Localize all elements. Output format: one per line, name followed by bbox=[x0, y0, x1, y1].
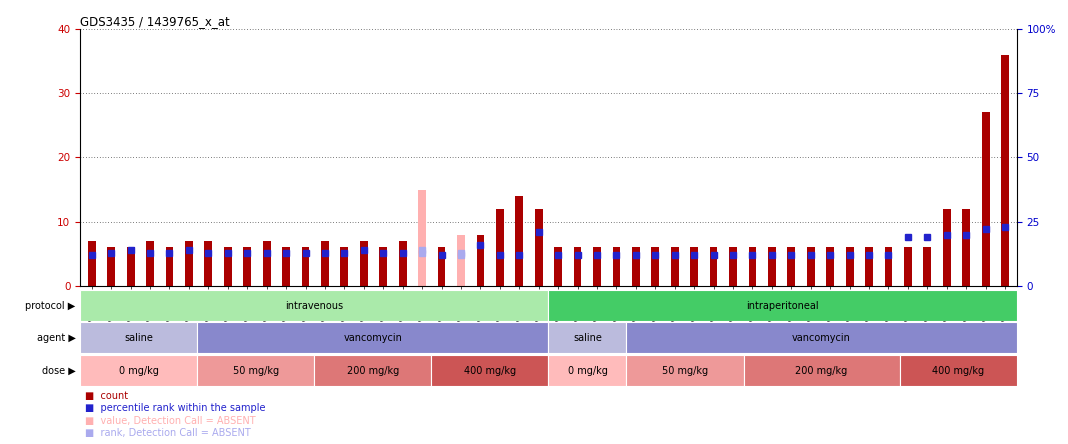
Bar bbox=[80, 322, 198, 353]
Bar bbox=[301, 247, 310, 286]
Text: 50 mg/kg: 50 mg/kg bbox=[233, 366, 279, 376]
Bar bbox=[627, 355, 743, 386]
Bar bbox=[438, 247, 445, 286]
Bar bbox=[457, 234, 465, 286]
Bar bbox=[549, 322, 627, 353]
Bar bbox=[419, 209, 426, 286]
Bar bbox=[516, 196, 523, 286]
Bar bbox=[632, 247, 640, 286]
Bar bbox=[690, 247, 698, 286]
Bar bbox=[749, 247, 756, 286]
Text: saline: saline bbox=[124, 333, 153, 343]
Text: ■  rank, Detection Call = ABSENT: ■ rank, Detection Call = ABSENT bbox=[85, 428, 251, 438]
Bar bbox=[224, 247, 232, 286]
Bar bbox=[198, 355, 314, 386]
Bar bbox=[476, 234, 484, 286]
Text: ■  value, Detection Call = ABSENT: ■ value, Detection Call = ABSENT bbox=[85, 416, 256, 426]
Text: agent ▶: agent ▶ bbox=[36, 333, 76, 343]
Text: vancomycin: vancomycin bbox=[792, 333, 851, 343]
Bar bbox=[341, 247, 348, 286]
Text: vancomycin: vancomycin bbox=[343, 333, 403, 343]
Text: 400 mg/kg: 400 mg/kg bbox=[932, 366, 985, 376]
Bar bbox=[651, 247, 659, 286]
Bar bbox=[263, 241, 270, 286]
Bar bbox=[80, 355, 198, 386]
Bar bbox=[431, 355, 549, 386]
Bar bbox=[321, 241, 329, 286]
Text: ■  count: ■ count bbox=[85, 391, 128, 401]
Bar bbox=[554, 247, 562, 286]
Bar bbox=[549, 355, 627, 386]
Text: intraperitoneal: intraperitoneal bbox=[747, 301, 819, 311]
Bar bbox=[627, 322, 1017, 353]
Text: 200 mg/kg: 200 mg/kg bbox=[347, 366, 399, 376]
Text: protocol ▶: protocol ▶ bbox=[26, 301, 76, 311]
Bar bbox=[198, 322, 549, 353]
Bar bbox=[924, 247, 931, 286]
Bar bbox=[166, 247, 173, 286]
Bar bbox=[593, 247, 601, 286]
Bar bbox=[787, 247, 796, 286]
Bar bbox=[865, 247, 873, 286]
Bar bbox=[88, 241, 96, 286]
Text: 0 mg/kg: 0 mg/kg bbox=[119, 366, 158, 376]
Text: saline: saline bbox=[574, 333, 602, 343]
Bar bbox=[535, 209, 543, 286]
Text: GDS3435 / 1439765_x_at: GDS3435 / 1439765_x_at bbox=[80, 15, 230, 28]
Bar bbox=[379, 247, 387, 286]
Bar bbox=[549, 290, 1017, 321]
Bar bbox=[574, 247, 581, 286]
Bar bbox=[419, 190, 426, 286]
Bar bbox=[981, 112, 990, 286]
Bar bbox=[204, 241, 213, 286]
Bar bbox=[962, 209, 970, 286]
Bar bbox=[398, 241, 407, 286]
Bar bbox=[127, 247, 135, 286]
Text: 200 mg/kg: 200 mg/kg bbox=[796, 366, 848, 376]
Bar bbox=[729, 247, 737, 286]
Bar bbox=[743, 355, 899, 386]
Bar bbox=[146, 241, 154, 286]
Bar bbox=[613, 247, 621, 286]
Bar bbox=[80, 290, 549, 321]
Bar bbox=[671, 247, 678, 286]
Text: ■  percentile rank within the sample: ■ percentile rank within the sample bbox=[85, 403, 266, 413]
Bar bbox=[710, 247, 718, 286]
Bar bbox=[360, 241, 367, 286]
Text: 400 mg/kg: 400 mg/kg bbox=[464, 366, 516, 376]
Bar bbox=[244, 247, 251, 286]
Bar bbox=[846, 247, 853, 286]
Bar bbox=[457, 247, 465, 286]
Bar bbox=[884, 247, 893, 286]
Bar bbox=[899, 355, 1017, 386]
Bar bbox=[314, 355, 431, 386]
Bar bbox=[185, 241, 193, 286]
Bar bbox=[496, 209, 504, 286]
Bar bbox=[904, 247, 912, 286]
Bar bbox=[768, 247, 775, 286]
Bar bbox=[806, 247, 815, 286]
Bar bbox=[827, 247, 834, 286]
Text: dose ▶: dose ▶ bbox=[42, 366, 76, 376]
Text: 50 mg/kg: 50 mg/kg bbox=[662, 366, 708, 376]
Text: 0 mg/kg: 0 mg/kg bbox=[567, 366, 608, 376]
Bar bbox=[943, 209, 951, 286]
Bar bbox=[1001, 55, 1009, 286]
Bar bbox=[107, 247, 115, 286]
Text: intravenous: intravenous bbox=[285, 301, 343, 311]
Bar bbox=[282, 247, 290, 286]
